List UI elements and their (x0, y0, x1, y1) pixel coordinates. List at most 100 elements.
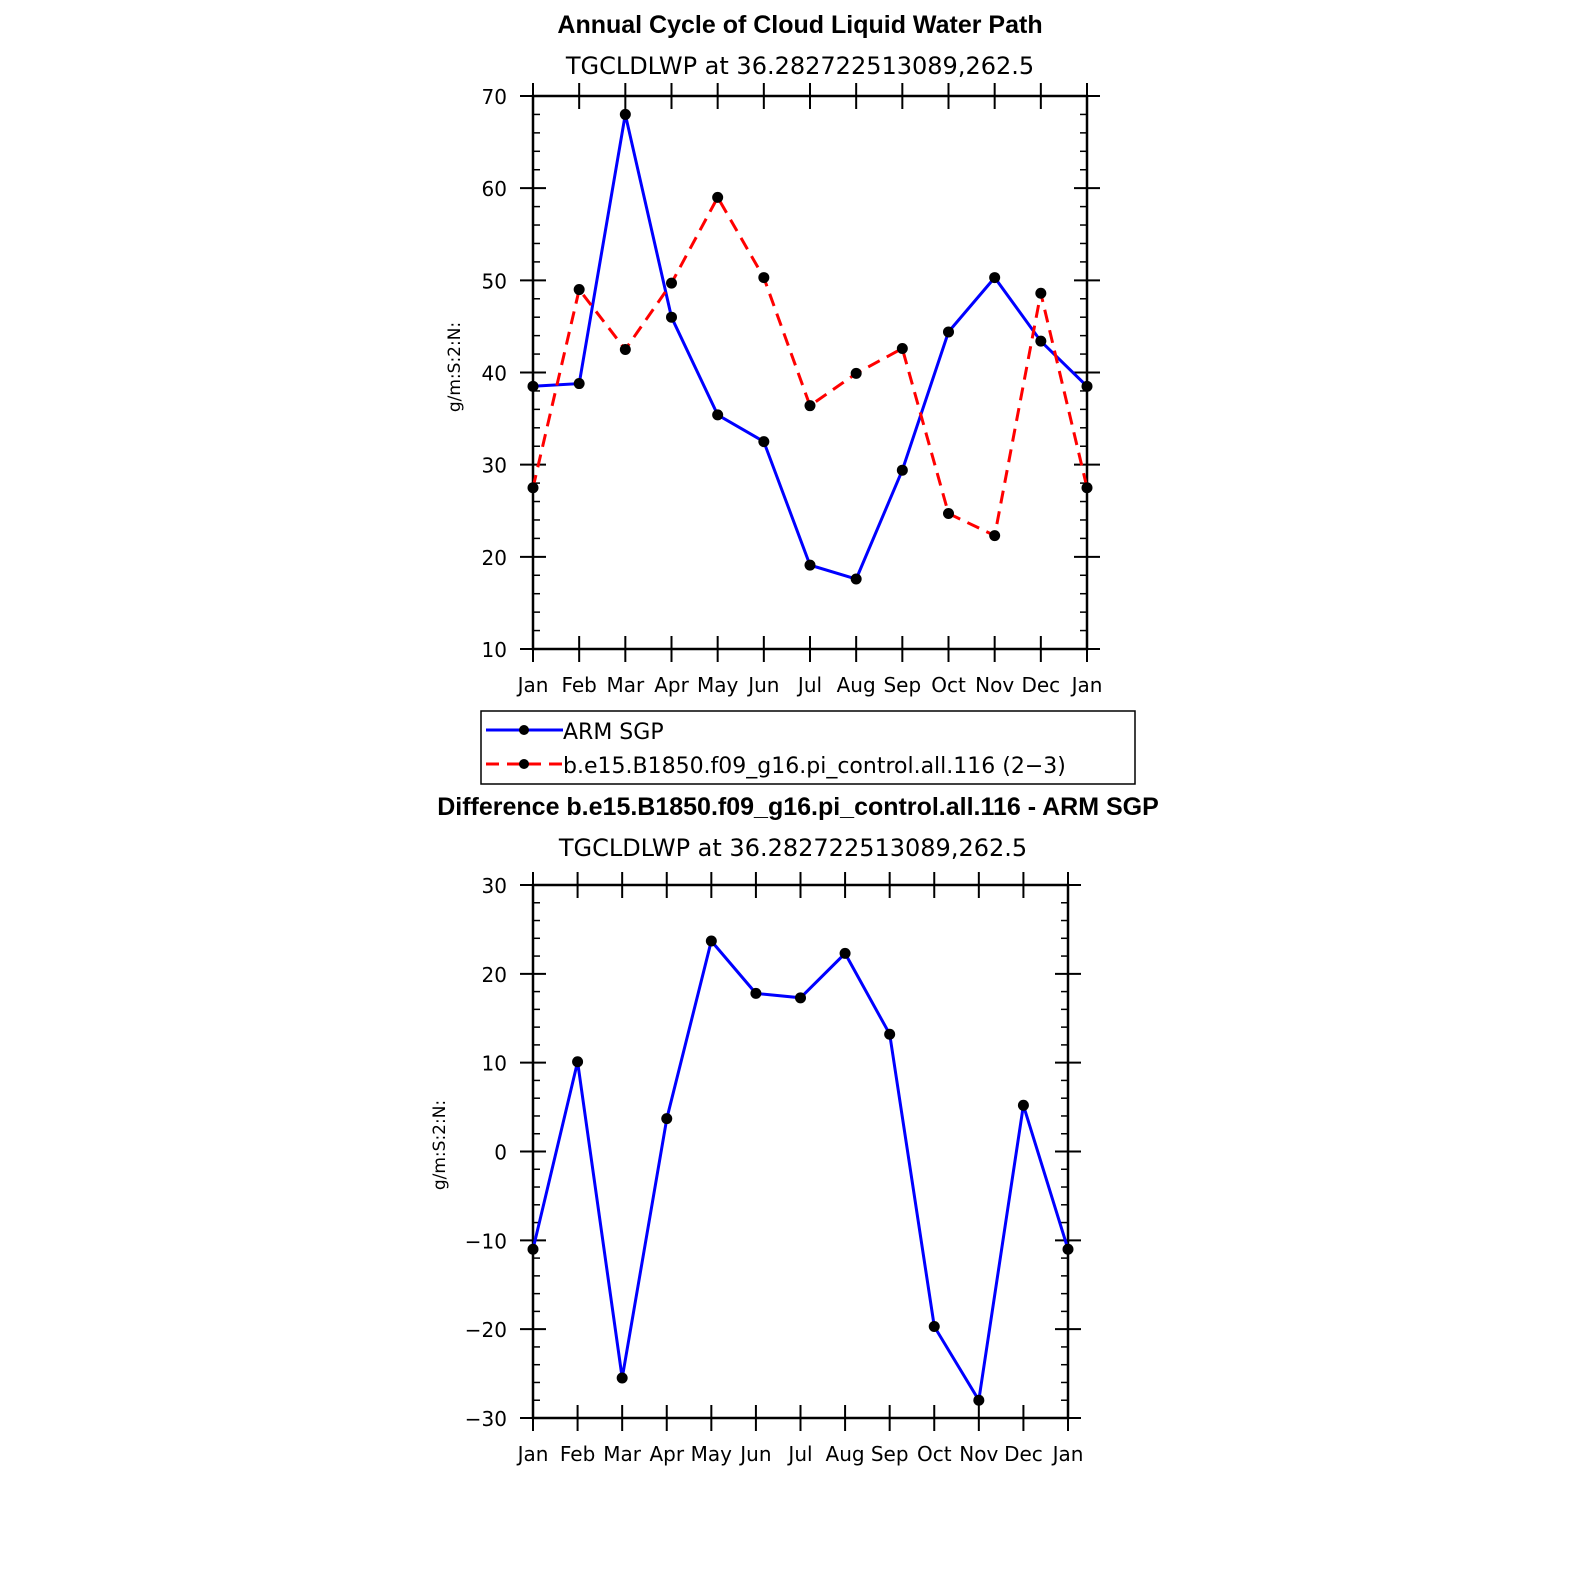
x-tick-label: May (691, 1442, 733, 1466)
data-point (804, 559, 816, 571)
x-tick-label: Jun (738, 1442, 771, 1466)
data-point (989, 530, 1001, 542)
data-point (943, 508, 954, 520)
data-point (943, 326, 954, 338)
data-point (804, 400, 816, 412)
x-tick-label: Jul (796, 673, 822, 697)
x-tick-label: Aug (826, 1442, 865, 1466)
x-tick-label: Aug (837, 673, 876, 697)
data-point (712, 409, 724, 421)
y-tick-label: 20 (482, 963, 507, 987)
data-point (850, 573, 862, 585)
x-tick-label: Sep (871, 1442, 909, 1466)
x-tick-label: Nov (975, 673, 1014, 697)
chart-subtitle: TGCLDLWP at 36.282722513089,262.5 (565, 52, 1034, 80)
data-point (1081, 482, 1093, 494)
series-line-0 (531, 937, 1070, 1405)
legend-marker-arm-sgp (519, 725, 529, 735)
x-tick-label: Jan (516, 673, 549, 697)
data-point (1017, 1099, 1029, 1111)
x-tick-label: May (697, 673, 739, 697)
series-layer (527, 108, 1093, 585)
x-tick-label: Mar (603, 1442, 642, 1466)
legend-box (480, 710, 1136, 785)
y-tick-label: 50 (482, 269, 507, 293)
data-point (712, 191, 724, 203)
x-tick-label: Jun (746, 673, 779, 697)
legend-marker-model (519, 759, 529, 769)
data-point (666, 277, 677, 289)
chart-subtitle: TGCLDLWP at 36.282722513089,262.5 (558, 834, 1027, 862)
y-tick-label: 0 (494, 1141, 507, 1165)
data-point (527, 1243, 539, 1255)
chart-title: Difference b.e15.B1850.f09_g16.pi_contro… (437, 793, 1159, 821)
y-tick-label: 70 (482, 85, 507, 109)
chart-title: Annual Cycle of Cloud Liquid Water Path (557, 11, 1042, 39)
x-tick-label: Dec (1021, 673, 1060, 697)
data-point (850, 367, 862, 379)
data-point (527, 482, 539, 494)
y-tick-label: 40 (482, 362, 507, 386)
data-point (1081, 380, 1093, 392)
data-point (839, 947, 851, 959)
y-tick-label: −20 (465, 1318, 507, 1342)
series-line-0 (532, 114, 1089, 581)
data-point (928, 1321, 940, 1333)
x-tick-label: Nov (959, 1442, 998, 1466)
data-point (1035, 287, 1047, 299)
data-point (896, 343, 908, 355)
annual-cycle-chart: Annual Cycle of Cloud Liquid Water Path … (445, 11, 1136, 785)
x-tick-label: Sep (883, 673, 921, 697)
axes: −30 −20 −10 0 10 20 30 Jan Feb Mar Apr May Jun Jul Aug… (465, 872, 1084, 1466)
data-point (1035, 335, 1047, 347)
axes: 10 20 30 40 50 60 70 Jan Feb Mar Apr May Jun Jul Aug Se… (482, 83, 1103, 697)
y-tick-label: 10 (482, 1052, 507, 1076)
legend: ARM SGP b.e15.B1850.f09_g16.pi_control.a… (480, 710, 1136, 785)
data-point (758, 272, 770, 284)
y-tick-label: 30 (482, 874, 507, 898)
data-point (705, 935, 717, 947)
y-tick-label: 60 (482, 177, 507, 201)
data-point (1062, 1243, 1074, 1255)
x-tick-label: Oct (917, 1442, 952, 1466)
data-point (527, 380, 539, 392)
series-line-1 (531, 194, 1089, 538)
y-axis-label: g/m:S:2:N: (445, 322, 465, 412)
y-tick-label: −30 (465, 1407, 507, 1431)
x-tick-label: Dec (1004, 1442, 1043, 1466)
x-tick-label: Apr (649, 1442, 684, 1466)
x-tick-label: Oct (931, 673, 966, 697)
data-point (573, 284, 585, 296)
data-point (795, 992, 806, 1004)
data-point (573, 378, 585, 390)
x-tick-label: Jan (516, 1442, 549, 1466)
y-tick-label: 10 (482, 638, 507, 662)
data-point (884, 1028, 896, 1040)
legend-label-arm-sgp: ARM SGP (563, 720, 664, 745)
data-point (973, 1394, 985, 1406)
x-tick-label: Mar (606, 673, 645, 697)
x-tick-label: Feb (561, 673, 596, 697)
data-point (616, 1372, 628, 1384)
data-point (758, 436, 770, 448)
data-point (619, 108, 631, 120)
legend-label-model: b.e15.B1850.f09_g16.pi_control.all.116 (… (563, 754, 1066, 779)
difference-chart: Difference b.e15.B1850.f09_g16.pi_contro… (430, 793, 1159, 1466)
y-axis-label: g/m:S:2:N: (430, 1100, 450, 1190)
y-tick-label: −10 (465, 1229, 507, 1253)
x-tick-label: Feb (560, 1442, 595, 1466)
data-point (896, 464, 908, 476)
y-tick-label: 30 (482, 454, 507, 478)
x-tick-label: Jan (1070, 673, 1103, 697)
data-point (989, 272, 1001, 284)
x-tick-label: Jan (1051, 1442, 1084, 1466)
data-point (666, 311, 677, 323)
data-point (572, 1056, 584, 1068)
y-tick-label: 20 (482, 546, 507, 570)
data-point (750, 987, 762, 999)
x-tick-label: Apr (654, 673, 689, 697)
data-point (619, 343, 631, 355)
data-point (661, 1113, 673, 1125)
series-layer (527, 935, 1074, 1406)
